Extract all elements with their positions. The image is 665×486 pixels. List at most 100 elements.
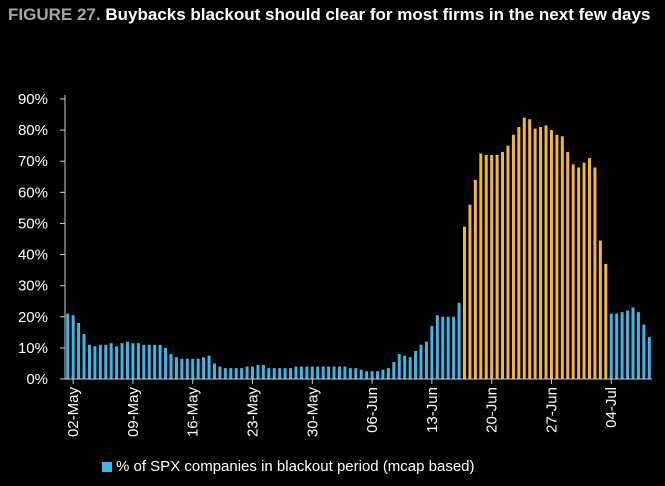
bar bbox=[283, 368, 287, 379]
y-tick-label: 0% bbox=[26, 371, 48, 388]
bar bbox=[289, 368, 293, 379]
y-tick-label: 80% bbox=[18, 122, 48, 139]
bar bbox=[337, 366, 341, 379]
bar bbox=[71, 315, 75, 379]
bar bbox=[381, 369, 385, 379]
bar bbox=[142, 344, 146, 379]
bar bbox=[294, 366, 298, 379]
y-tick-label: 30% bbox=[18, 278, 48, 295]
bar bbox=[136, 343, 140, 379]
bar bbox=[299, 366, 303, 379]
bar-blackout-peak bbox=[549, 130, 553, 379]
y-tick-label: 50% bbox=[18, 215, 48, 232]
x-tick-label: 04-Jul bbox=[603, 387, 620, 428]
bar bbox=[343, 366, 347, 379]
bar bbox=[609, 313, 613, 379]
bar bbox=[115, 346, 119, 379]
bar-blackout-peak bbox=[517, 127, 521, 379]
x-tick-label: 20-Jun bbox=[484, 387, 501, 433]
bar bbox=[131, 343, 135, 379]
bar bbox=[245, 366, 249, 379]
bar bbox=[169, 354, 173, 379]
bar bbox=[207, 355, 211, 379]
bar-blackout-peak bbox=[468, 204, 472, 379]
bar bbox=[93, 346, 97, 379]
x-tick-label: 23-May bbox=[245, 387, 262, 438]
bar bbox=[256, 365, 260, 379]
bar-blackout-peak bbox=[593, 167, 597, 379]
bar bbox=[615, 313, 619, 379]
x-tick-label: 27-Jun bbox=[543, 387, 560, 433]
bar bbox=[272, 368, 276, 379]
bar bbox=[332, 366, 336, 379]
bar bbox=[348, 368, 352, 379]
bar bbox=[365, 371, 369, 379]
bar bbox=[408, 357, 412, 379]
y-tick-label: 40% bbox=[18, 247, 48, 264]
bar-blackout-peak bbox=[506, 145, 510, 379]
bar bbox=[153, 344, 157, 379]
x-tick-label: 16-May bbox=[185, 387, 202, 438]
bar bbox=[424, 341, 428, 379]
bar bbox=[430, 326, 434, 379]
bar bbox=[354, 368, 358, 379]
bar-blackout-peak bbox=[479, 153, 483, 379]
bar-blackout-peak bbox=[577, 167, 581, 379]
bar bbox=[147, 344, 151, 379]
bar bbox=[191, 358, 195, 379]
x-tick-label: 09-May bbox=[125, 387, 142, 438]
bar bbox=[158, 344, 162, 379]
bar-blackout-peak bbox=[533, 128, 537, 379]
figure-label: FIGURE 27. bbox=[8, 5, 101, 24]
bar-blackout-peak bbox=[462, 226, 466, 379]
bar-blackout-peak bbox=[571, 164, 575, 379]
bar bbox=[441, 316, 445, 379]
bar-blackout-peak bbox=[539, 127, 543, 379]
bar-blackout-peak bbox=[598, 240, 602, 379]
bar bbox=[376, 371, 380, 379]
x-tick-label: 02-May bbox=[65, 387, 82, 438]
bar bbox=[77, 323, 81, 379]
bar bbox=[620, 312, 624, 379]
chart-title: FIGURE 27. Buybacks blackout should clea… bbox=[8, 2, 658, 28]
bar bbox=[446, 316, 450, 379]
bar bbox=[370, 371, 374, 379]
y-tick-label: 20% bbox=[18, 309, 48, 326]
bar bbox=[278, 368, 282, 379]
bar bbox=[164, 347, 168, 379]
bar bbox=[261, 365, 265, 379]
bar bbox=[327, 366, 331, 379]
bar-blackout-peak bbox=[495, 155, 499, 379]
y-tick-label: 90% bbox=[18, 91, 48, 108]
bar bbox=[202, 357, 206, 379]
bar bbox=[87, 344, 91, 379]
bar bbox=[212, 363, 216, 379]
bar-blackout-peak bbox=[544, 125, 548, 379]
bar bbox=[403, 355, 407, 379]
bar bbox=[414, 351, 418, 379]
bar bbox=[196, 358, 200, 379]
legend-swatch bbox=[102, 461, 112, 472]
bar-blackout-peak bbox=[522, 117, 526, 380]
bar bbox=[359, 369, 363, 379]
bar bbox=[636, 312, 640, 379]
bar bbox=[104, 344, 108, 379]
bar bbox=[82, 333, 86, 379]
bar bbox=[397, 354, 401, 379]
bar-blackout-peak bbox=[501, 151, 505, 379]
bar bbox=[180, 358, 184, 379]
bar-blackout-peak bbox=[473, 179, 477, 379]
legend-label: % of SPX companies in blackout period (m… bbox=[116, 458, 475, 475]
bar bbox=[626, 310, 630, 379]
x-tick-label: 06-Jun bbox=[364, 387, 381, 433]
bar-blackout-peak bbox=[582, 162, 586, 379]
x-tick-label: 13-Jun bbox=[424, 387, 441, 433]
bar bbox=[185, 358, 189, 379]
bar-blackout-peak bbox=[604, 263, 608, 379]
bar bbox=[386, 368, 390, 379]
bar-blackout-peak bbox=[566, 151, 570, 379]
y-tick-label: 70% bbox=[18, 153, 48, 170]
legend: % of SPX companies in blackout period (m… bbox=[102, 458, 475, 475]
bar bbox=[251, 366, 255, 379]
